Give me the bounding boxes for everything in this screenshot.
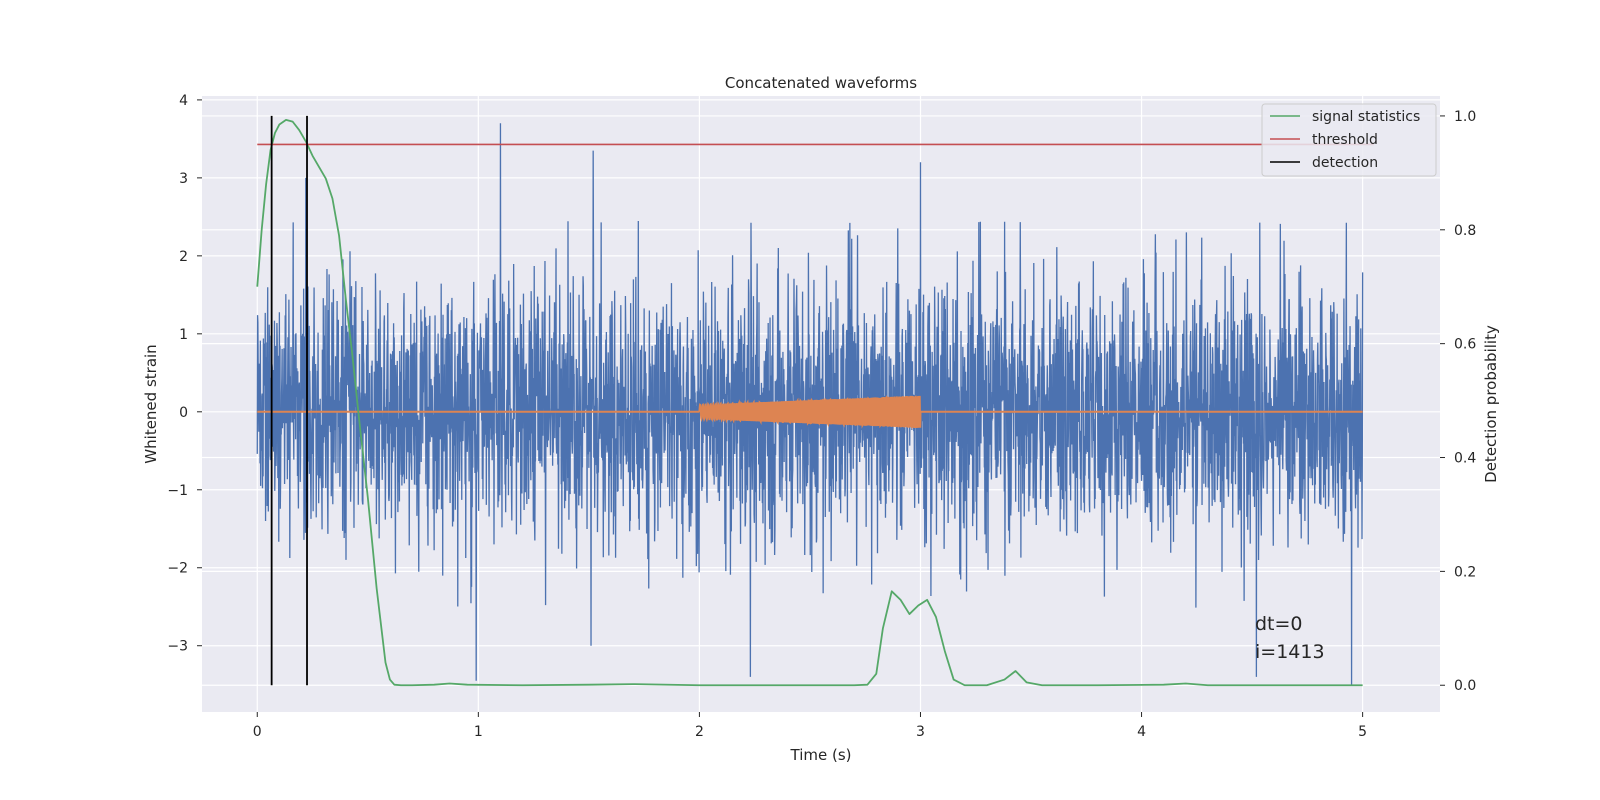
y-tick-label: 3 [179,171,188,187]
x-tick-label: 3 [916,724,925,740]
y-tick-label: 2 [179,249,188,265]
y2-axis-label: Detection probability [1482,325,1500,483]
y2-tick-label: 0.6 [1454,337,1476,353]
y2-tick-label: 0.4 [1454,451,1476,467]
x-tick-label: 5 [1358,724,1367,740]
data-layer [256,115,1374,687]
legend-box [1261,103,1437,177]
y-axis-label: Whitened strain [142,344,160,463]
y2-tick-label: 0.8 [1454,223,1476,239]
y2-tick-label: 1.0 [1454,109,1476,125]
y-tick-label: 1 [179,327,188,343]
annotation-index: i=1413 [1255,641,1325,663]
y-tick-label: −1 [167,483,188,499]
legend-label-signal-statistics: signal statistics [1312,109,1420,125]
ticks: 0 1 2 3 4 5 −3 −2 −1 0 1 2 3 4 0.0 0.2 0.4 0.6 0.8 1.0 [167,93,1476,740]
x-axis-label: Time (s) [790,746,852,764]
x-tick-label: 2 [695,724,704,740]
y2-tick-label: 0.0 [1454,678,1476,694]
y-tick-label: −3 [167,639,188,655]
x-tick-label: 4 [1137,724,1146,740]
series-signal-statistics-line [256,119,1363,687]
y-tick-label: −2 [167,561,188,577]
legend-label-detection: detection [1312,155,1378,171]
y-tick-label: 0 [179,405,188,421]
y-tick-label: 4 [179,93,188,109]
legend: signal statistics threshold detection [1261,103,1437,177]
x-tick-label: 0 [253,724,262,740]
annotation-dt: dt=0 [1255,613,1303,635]
series-noise-line [256,123,1364,685]
legend-label-threshold: threshold [1312,132,1378,148]
y2-tick-label: 0.2 [1454,564,1476,580]
series-injected-signal-line [257,395,1363,430]
x-tick-label: 1 [474,724,483,740]
chart-title: Concatenated waveforms [725,74,917,92]
